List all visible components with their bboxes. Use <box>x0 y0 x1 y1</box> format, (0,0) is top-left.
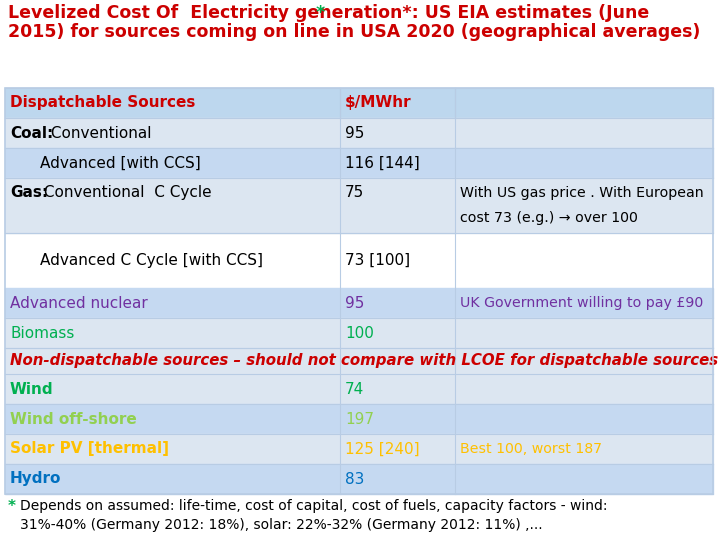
Text: *: * <box>316 4 325 22</box>
Bar <box>5 348 713 374</box>
Text: Gas:: Gas: <box>10 185 48 200</box>
Text: 116 [144]: 116 [144] <box>345 156 420 171</box>
Bar <box>5 374 713 404</box>
Text: Advanced C Cycle [with CCS]: Advanced C Cycle [with CCS] <box>40 253 263 268</box>
Text: 2015) for sources coming on line in USA 2020 (geographical averages): 2015) for sources coming on line in USA … <box>8 23 701 42</box>
Bar <box>5 178 713 233</box>
Text: Advanced [with CCS]: Advanced [with CCS] <box>40 156 201 171</box>
Text: 95: 95 <box>345 125 364 140</box>
Text: With US gas price . With European: With US gas price . With European <box>460 186 703 200</box>
Text: *: * <box>8 499 16 514</box>
Text: Non-dispatchable sources – should not compare with LCOE for dispatchable sources: Non-dispatchable sources – should not co… <box>10 354 718 368</box>
Text: 73 [100]: 73 [100] <box>345 253 410 268</box>
Text: 75: 75 <box>345 185 364 200</box>
Bar <box>5 88 713 494</box>
Text: Levelized Cost Of  Electricity generation*: US EIA estimates (June: Levelized Cost Of Electricity generation… <box>8 4 649 22</box>
Text: Dispatchable Sources: Dispatchable Sources <box>10 96 195 111</box>
Bar <box>5 434 713 464</box>
Text: $/MWhr: $/MWhr <box>345 96 412 111</box>
Text: Depends on assumed: life-time, cost of capital, cost of fuels, capacity factors : Depends on assumed: life-time, cost of c… <box>20 499 608 532</box>
Text: 95: 95 <box>345 295 364 310</box>
Text: 83: 83 <box>345 471 364 487</box>
Bar <box>5 404 713 434</box>
Text: Hydro: Hydro <box>10 471 61 487</box>
Text: Wind off-shore: Wind off-shore <box>10 411 137 427</box>
Text: cost 73 (e.g.) → over 100: cost 73 (e.g.) → over 100 <box>460 211 638 225</box>
Text: UK Government willing to pay £90: UK Government willing to pay £90 <box>460 296 703 310</box>
Bar <box>5 318 713 348</box>
Bar <box>5 148 713 178</box>
Text: Conventional  C Cycle: Conventional C Cycle <box>39 185 212 200</box>
Text: 100: 100 <box>345 326 374 341</box>
Text: 125 [240]: 125 [240] <box>345 442 420 456</box>
Text: Solar PV [thermal]: Solar PV [thermal] <box>10 442 169 456</box>
Text: 74: 74 <box>345 381 364 396</box>
Bar <box>5 464 713 494</box>
Bar <box>5 88 713 118</box>
Bar <box>5 118 713 148</box>
Text: Wind: Wind <box>10 381 53 396</box>
Text: Coal:: Coal: <box>10 125 53 140</box>
Bar <box>5 288 713 318</box>
Text: Conventional: Conventional <box>46 125 151 140</box>
Text: Advanced nuclear: Advanced nuclear <box>10 295 148 310</box>
Text: Best 100, worst 187: Best 100, worst 187 <box>460 442 602 456</box>
Text: 197: 197 <box>345 411 374 427</box>
Text: Biomass: Biomass <box>10 326 74 341</box>
